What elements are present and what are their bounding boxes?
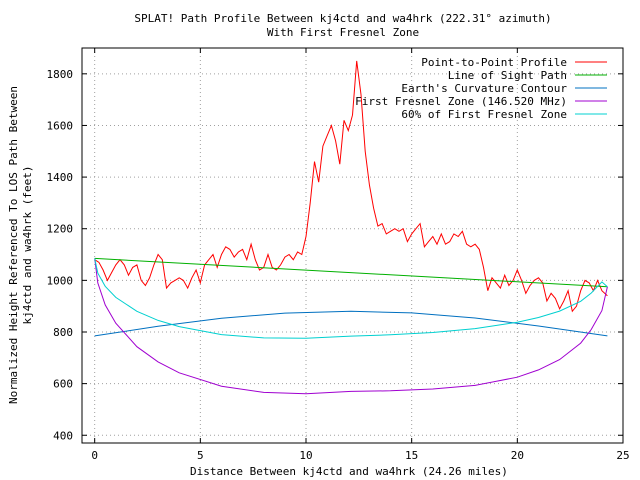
x-axis-label: Distance Between kj4ctd and wa4hrk (24.2… xyxy=(190,465,508,478)
x-axis: 0 5 10 15 20 25 xyxy=(91,48,630,462)
y-tick-label: 1800 xyxy=(47,68,74,81)
plot-frame xyxy=(81,47,624,444)
legend-label: First Fresnel Zone (146.520 MHz) xyxy=(355,95,567,108)
y-axis-label-line1: Normalized Height Referenced To LOS Path… xyxy=(7,86,20,404)
legend-label: 60% of First Fresnel Zone xyxy=(401,108,567,121)
chart-subtitle: With First Fresnel Zone xyxy=(267,26,419,39)
y-tick-label: 1000 xyxy=(47,274,74,287)
x-tick-label: 15 xyxy=(405,449,418,462)
line-of-sight-path-line xyxy=(94,257,608,288)
legend-label: Line of Sight Path xyxy=(448,69,567,82)
y-tick-label: 400 xyxy=(53,429,73,442)
x-tick-label: 20 xyxy=(511,449,524,462)
y-tick-label: 1400 xyxy=(47,171,74,184)
y-tick-label: 800 xyxy=(53,326,73,339)
legend-label: Earth's Curvature Contour xyxy=(401,82,567,95)
y-axis-label-line2: kj4ctd and wa4hrk (feet) xyxy=(21,166,34,325)
earth-s-curvature-contour-line xyxy=(94,310,608,337)
y-tick-label: 1200 xyxy=(47,223,74,236)
y-axis: 400 600 800 1000 1200 1400 1600 1800 xyxy=(47,68,623,442)
x-tick-label: 5 xyxy=(197,449,204,462)
series-lines xyxy=(94,60,608,395)
x-tick-label: 25 xyxy=(616,449,629,462)
chart-title: SPLAT! Path Profile Between kj4ctd and w… xyxy=(134,12,551,25)
y-tick-label: 1600 xyxy=(47,119,74,132)
60-of-first-fresnel-zone-line xyxy=(94,258,608,339)
x-tick-label: 10 xyxy=(299,449,312,462)
first-fresnel-zone-146-520-mhz-line xyxy=(94,258,608,395)
legend-label: Point-to-Point Profile xyxy=(421,56,567,69)
point-to-point-profile-line xyxy=(94,60,608,313)
y-tick-label: 600 xyxy=(53,378,73,391)
x-tick-label: 0 xyxy=(91,449,98,462)
